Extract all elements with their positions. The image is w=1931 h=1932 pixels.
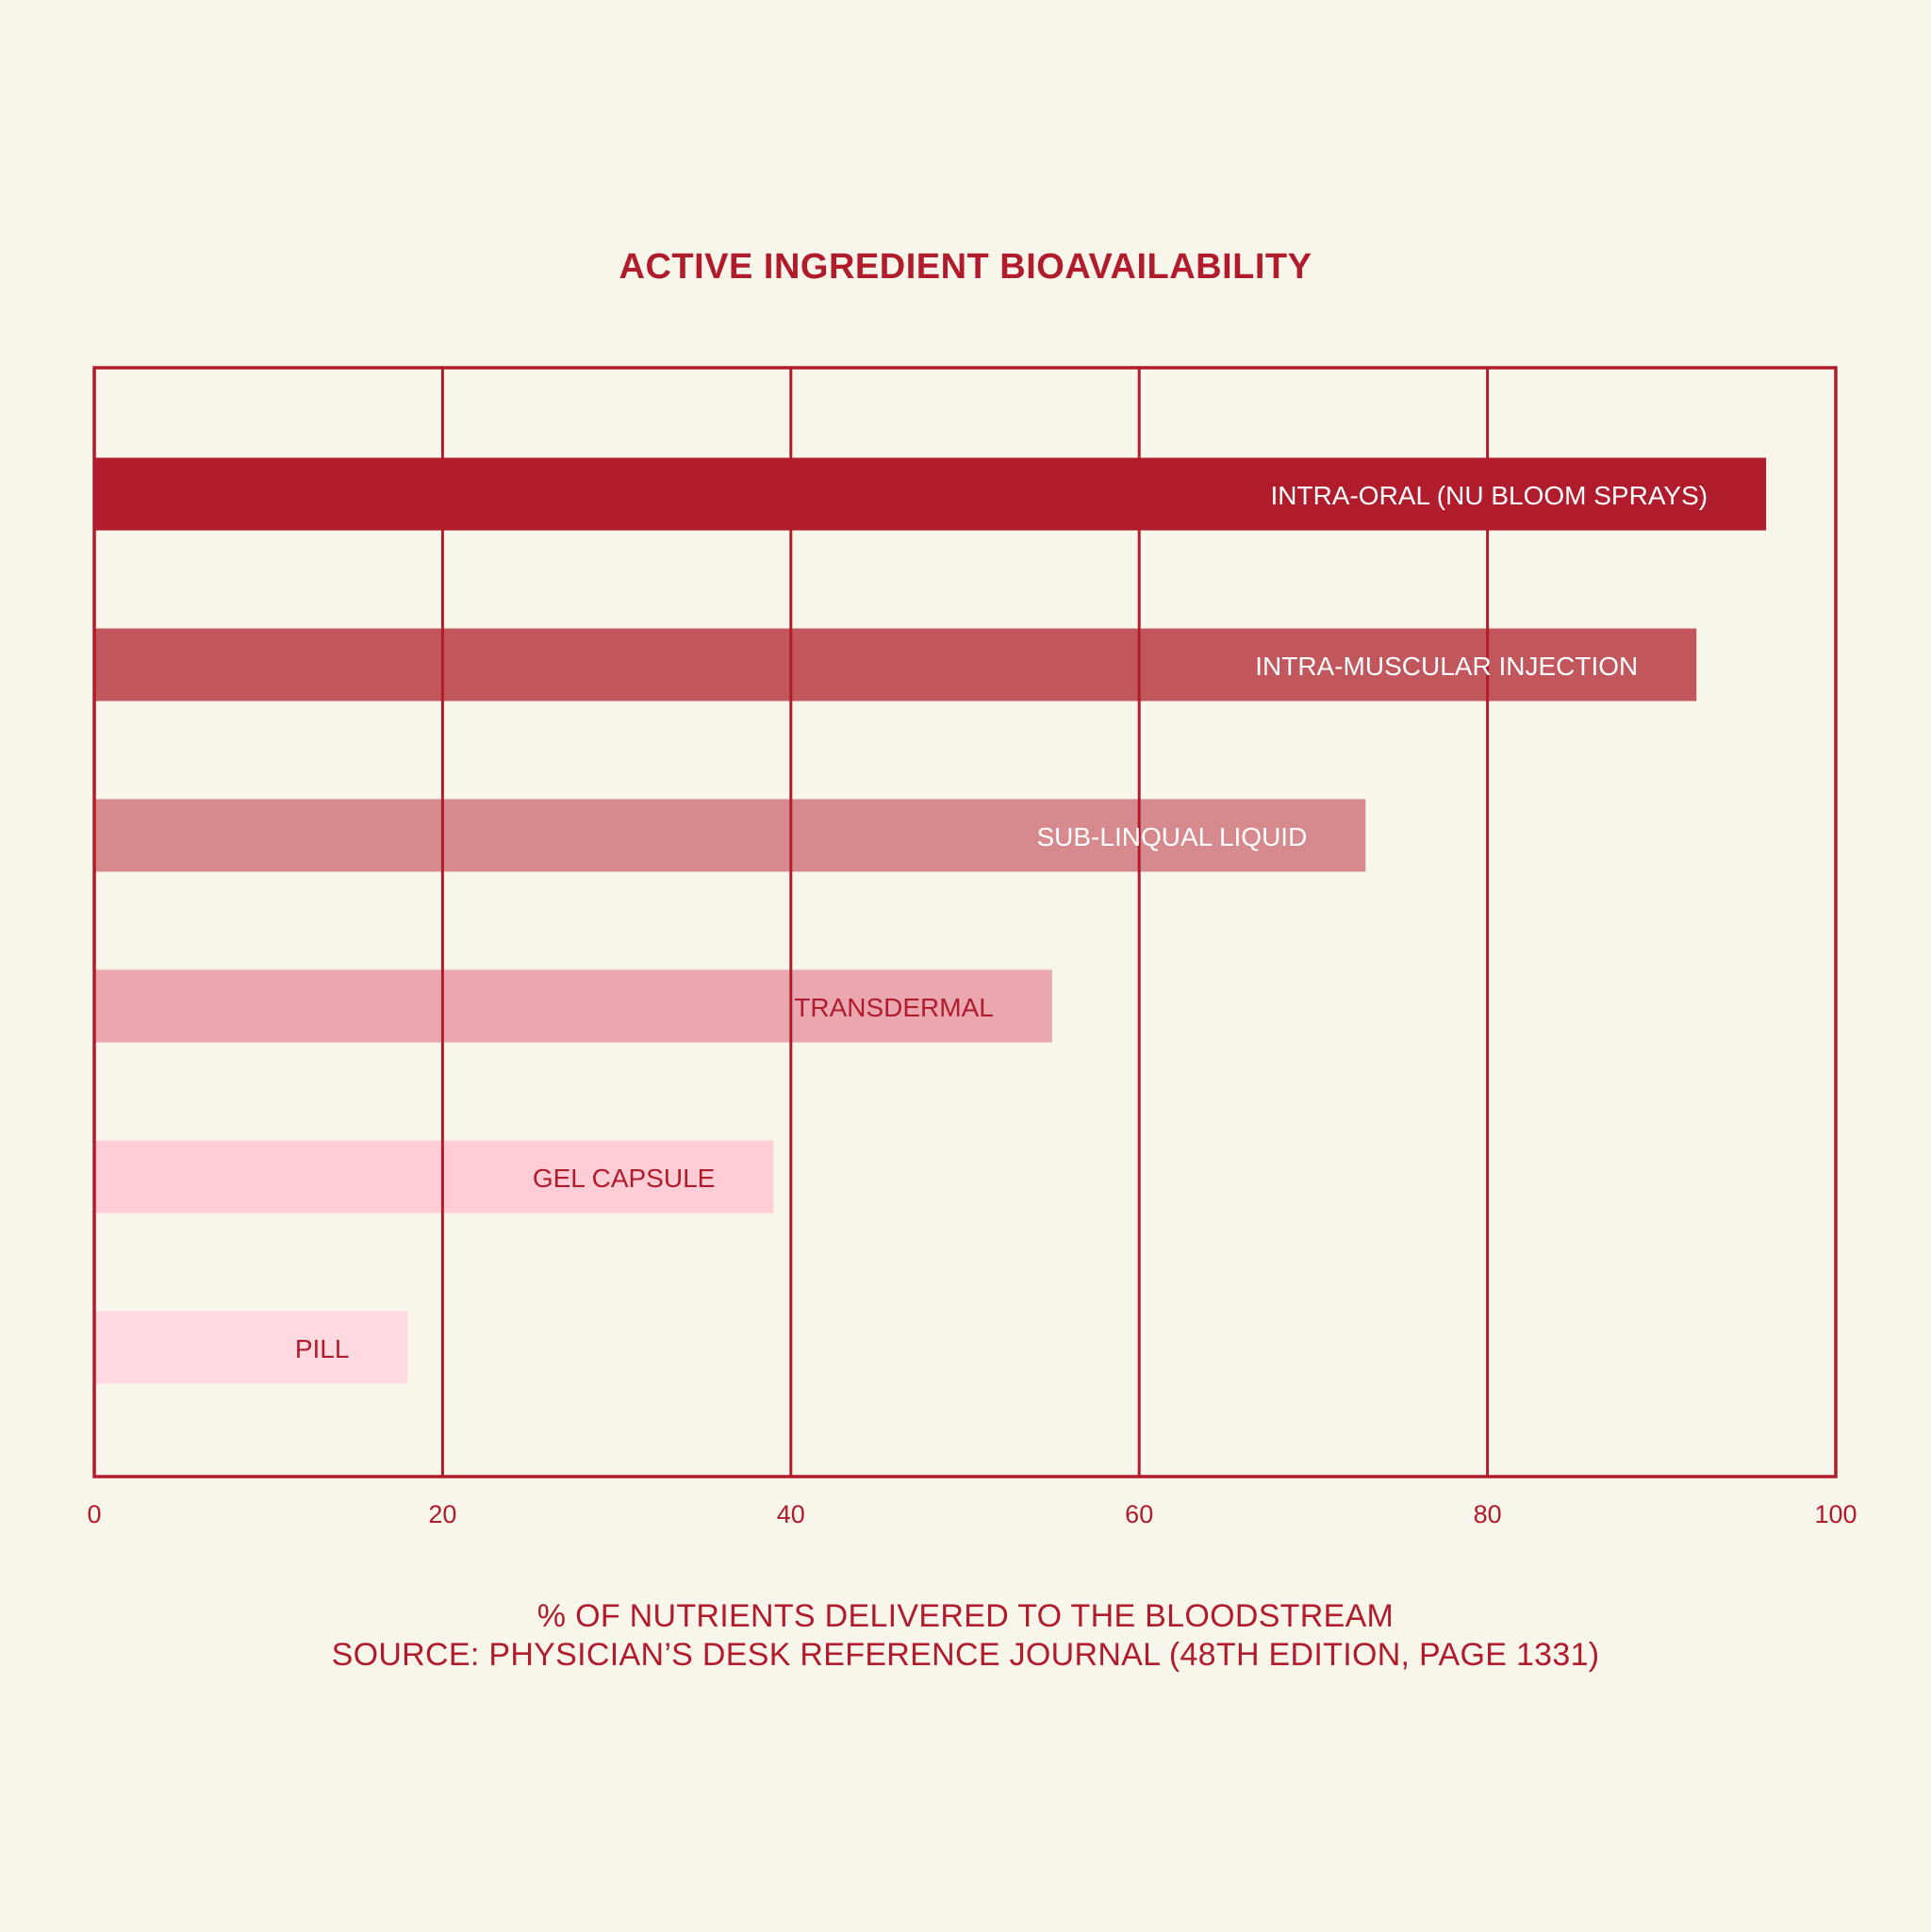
bar-label-3: SUB-LINQUAL LIQUID [1036,822,1307,851]
source-note: SOURCE: PHYSICIAN’S DESK REFERENCE JOURN… [331,1637,1600,1673]
x-tick-label-60: 60 [1125,1500,1153,1528]
bar-4 [94,969,1052,1043]
bar-label-2: INTRA-MUSCULAR INJECTION [1255,652,1638,681]
x-tick-label-20: 20 [428,1500,456,1528]
x-axis-label: % OF NUTRIENTS DELIVERED TO THE BLOODSTR… [536,1598,1395,1634]
plot-frame [92,366,1838,1478]
bar-label-6: PILL [295,1334,350,1363]
bar-label-1: INTRA-ORAL (NU BLOOM SPRAYS) [1270,481,1708,510]
bar-label-5: GEL CAPSULE [533,1164,715,1193]
x-tick-label-0: 0 [87,1500,101,1528]
bar-3 [94,799,1366,872]
bar-2 [94,628,1697,702]
x-tick-label-80: 80 [1474,1500,1502,1528]
bar-label-4: TRANSDERMAL [794,993,994,1022]
x-tick-label-100: 100 [1814,1500,1857,1528]
x-tick-label-40: 40 [777,1500,805,1528]
chart-title: ACTIVE INGREDIENT BIOAVAILABILITY [619,247,1312,287]
bar-5 [94,1140,774,1214]
bar-6 [94,1311,408,1384]
